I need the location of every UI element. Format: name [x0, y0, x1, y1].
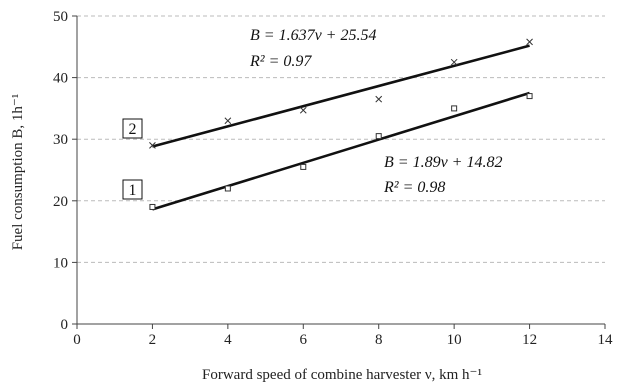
series-1-r2: R² = 0.98 [383, 179, 445, 196]
x-axis-title: Forward speed of combine harvester ν, km… [202, 367, 482, 383]
series-2-equation: B = 1.637ν + 25.54 [250, 27, 376, 44]
x-tick-label-2: 2 [149, 332, 157, 348]
y-axis-title: Fuel consumption B, 1h⁻¹ [10, 94, 26, 251]
series-1-tag-box [122, 179, 143, 200]
point-series-1-4 [451, 105, 458, 112]
point-series-2-1 [224, 117, 232, 125]
point-series-2-5 [526, 38, 533, 46]
point-series-2-4 [450, 58, 458, 66]
point-series-2-2 [299, 106, 307, 114]
point-series-1-3 [375, 133, 382, 140]
y-tick-label-10: 10 [53, 255, 68, 271]
series-2-tag: 2 [122, 118, 143, 139]
series-1-tag: 1 [122, 179, 143, 200]
point-stroke-b [224, 117, 232, 125]
point-stroke-b [526, 38, 533, 46]
x-tick-label-6: 6 [300, 332, 308, 348]
y-tick-label-0: 0 [61, 317, 69, 333]
axes [76, 16, 605, 325]
point-series-2-3 [375, 95, 383, 103]
point-stroke-b [299, 106, 307, 114]
point-stroke-b [149, 142, 156, 149]
series-1-equation: B = 1.89ν + 14.82 [384, 154, 502, 171]
y-tick-label-30: 30 [53, 132, 68, 148]
point-series-1-5 [526, 93, 533, 100]
y-tick-label-20: 20 [53, 194, 68, 210]
point-series-2-0 [149, 142, 156, 149]
x-tick-label-10: 10 [447, 332, 462, 348]
x-tick-label-8: 8 [375, 332, 383, 348]
data-points [149, 38, 533, 210]
series-1-tag-label: 1 [129, 182, 137, 199]
series-2-tag-label: 2 [129, 121, 137, 138]
x-tick-label-14: 14 [598, 332, 614, 348]
point-series-1-0 [149, 203, 156, 210]
y-tick-label-50: 50 [53, 9, 68, 25]
x-tick-label-12: 12 [522, 332, 537, 348]
point-stroke-b [450, 58, 458, 66]
x-tick-label-0: 0 [73, 332, 81, 348]
trend-line-series-2 [152, 44, 530, 148]
y-tick-label-40: 40 [53, 71, 68, 87]
series-2-tag-box [122, 118, 143, 139]
x-tick-label-4: 4 [224, 332, 232, 348]
point-stroke-b [375, 95, 383, 103]
point-series-1-1 [224, 185, 231, 192]
point-series-1-2 [300, 163, 307, 170]
trend-line-series-1 [152, 91, 530, 211]
trend-lines [152, 44, 530, 211]
series-2-r2: R² = 0.97 [249, 53, 312, 70]
grid-lines [77, 15, 605, 263]
